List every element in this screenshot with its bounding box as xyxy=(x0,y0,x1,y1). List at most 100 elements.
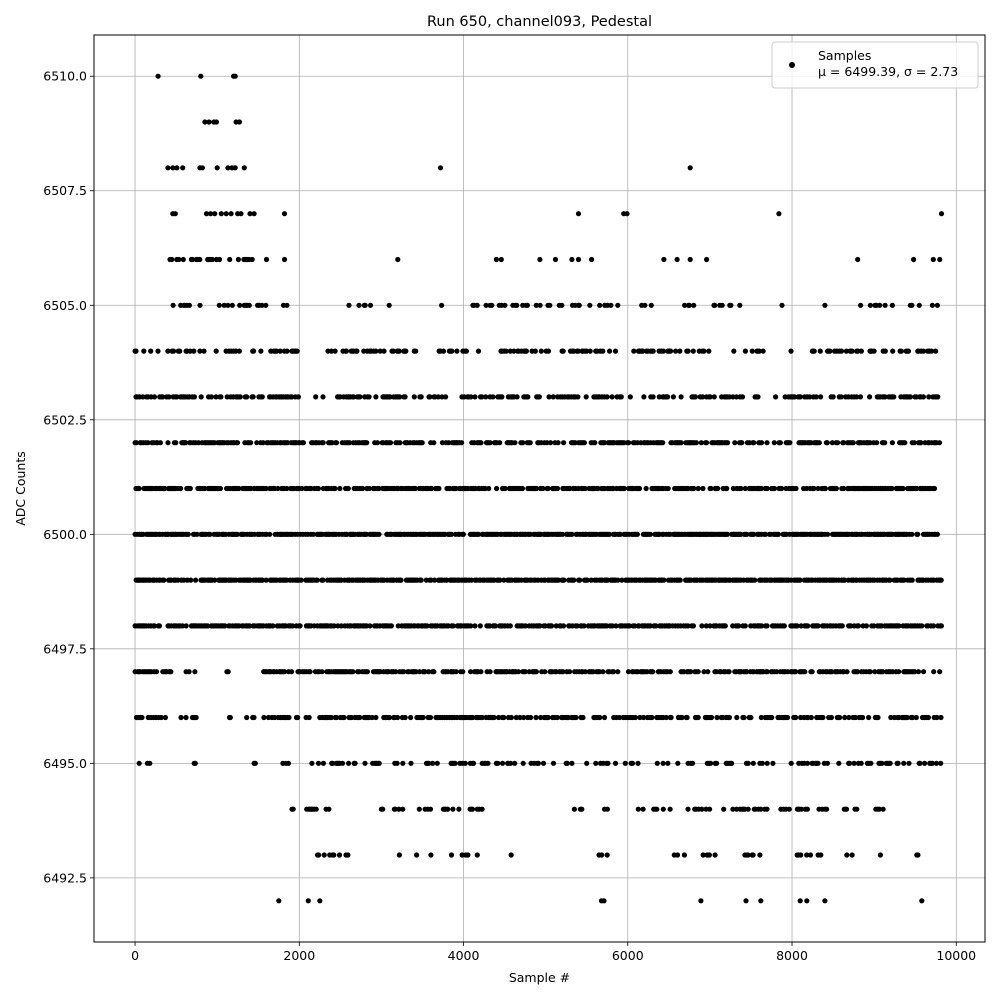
data-point xyxy=(218,211,224,217)
data-point xyxy=(337,485,343,492)
data-point xyxy=(857,394,864,400)
data-point xyxy=(573,714,579,721)
data-point xyxy=(660,348,666,354)
data-point xyxy=(685,806,691,812)
data-point xyxy=(172,211,178,217)
data-point xyxy=(207,531,213,537)
data-point xyxy=(270,623,276,629)
data-point xyxy=(938,211,945,217)
data-point xyxy=(771,485,778,492)
data-point xyxy=(930,623,937,629)
x-tick-label: 10000 xyxy=(936,948,976,963)
data-point xyxy=(874,440,880,446)
data-point xyxy=(185,531,191,537)
data-point xyxy=(600,348,606,354)
data-point xyxy=(136,760,142,766)
data-point xyxy=(930,256,936,263)
data-point xyxy=(469,806,476,812)
data-point xyxy=(547,302,553,308)
data-point xyxy=(647,623,654,629)
legend-marker xyxy=(789,62,795,68)
data-point xyxy=(587,348,593,354)
data-point xyxy=(495,760,501,766)
data-point xyxy=(798,806,805,812)
data-point xyxy=(213,348,219,354)
data-point xyxy=(875,714,881,721)
data-point xyxy=(640,806,646,812)
data-point xyxy=(345,852,351,858)
data-point xyxy=(704,256,710,263)
data-point xyxy=(896,669,902,675)
data-point xyxy=(515,669,522,675)
data-point xyxy=(715,485,721,492)
data-point xyxy=(863,623,870,629)
data-point xyxy=(216,256,223,263)
data-point xyxy=(147,760,153,766)
data-point xyxy=(448,852,455,858)
data-point xyxy=(758,898,764,904)
data-point xyxy=(477,623,483,629)
data-point xyxy=(507,623,513,629)
data-point xyxy=(497,440,503,446)
data-point xyxy=(619,577,625,583)
data-point xyxy=(820,714,826,721)
data-point xyxy=(872,669,878,675)
data-point xyxy=(561,440,567,446)
legend: Samples μ = 6499.39, σ = 2.73 xyxy=(771,41,979,89)
data-point xyxy=(739,394,746,400)
data-point xyxy=(332,348,338,354)
data-point xyxy=(660,760,666,766)
data-point xyxy=(208,211,214,217)
data-point xyxy=(148,348,154,354)
data-point xyxy=(882,440,888,446)
data-point xyxy=(882,302,888,308)
data-point xyxy=(635,806,641,812)
data-point xyxy=(494,485,500,492)
chart-title: Run 650, channel093, Pedestal xyxy=(427,14,652,30)
data-point xyxy=(431,577,438,583)
data-point xyxy=(707,806,713,812)
data-point xyxy=(397,440,403,446)
x-tick-label: 0 xyxy=(131,948,139,963)
data-point xyxy=(938,623,945,629)
y-axis-label: ADC Counts xyxy=(13,451,28,526)
data-point xyxy=(259,394,265,400)
data-point xyxy=(341,714,347,721)
data-point xyxy=(171,348,177,354)
data-point xyxy=(422,669,428,675)
data-point xyxy=(545,348,552,354)
data-point xyxy=(356,302,362,308)
data-point xyxy=(764,806,770,812)
data-point xyxy=(300,440,306,446)
data-point xyxy=(818,852,824,858)
data-point xyxy=(844,669,850,675)
data-point xyxy=(634,531,641,537)
data-point xyxy=(711,394,717,400)
data-point xyxy=(560,531,566,537)
data-point xyxy=(357,394,363,400)
data-point xyxy=(896,623,902,629)
data-point xyxy=(178,714,184,721)
data-point xyxy=(887,760,893,766)
data-point xyxy=(571,806,578,812)
data-point xyxy=(852,714,859,721)
data-point xyxy=(703,806,709,812)
data-point xyxy=(162,485,168,492)
data-point xyxy=(191,348,197,354)
data-point xyxy=(849,348,855,354)
data-point xyxy=(750,852,756,858)
data-point xyxy=(777,440,784,446)
data-point xyxy=(206,119,212,125)
data-point xyxy=(194,531,200,537)
data-point xyxy=(483,302,489,308)
data-point xyxy=(418,577,424,583)
data-point xyxy=(489,302,495,308)
data-point xyxy=(931,669,937,675)
data-point xyxy=(915,852,921,858)
data-point xyxy=(460,531,466,537)
data-point xyxy=(198,394,204,400)
data-point xyxy=(871,623,877,629)
data-point xyxy=(411,394,417,400)
data-point xyxy=(561,577,567,583)
data-point xyxy=(730,806,736,812)
